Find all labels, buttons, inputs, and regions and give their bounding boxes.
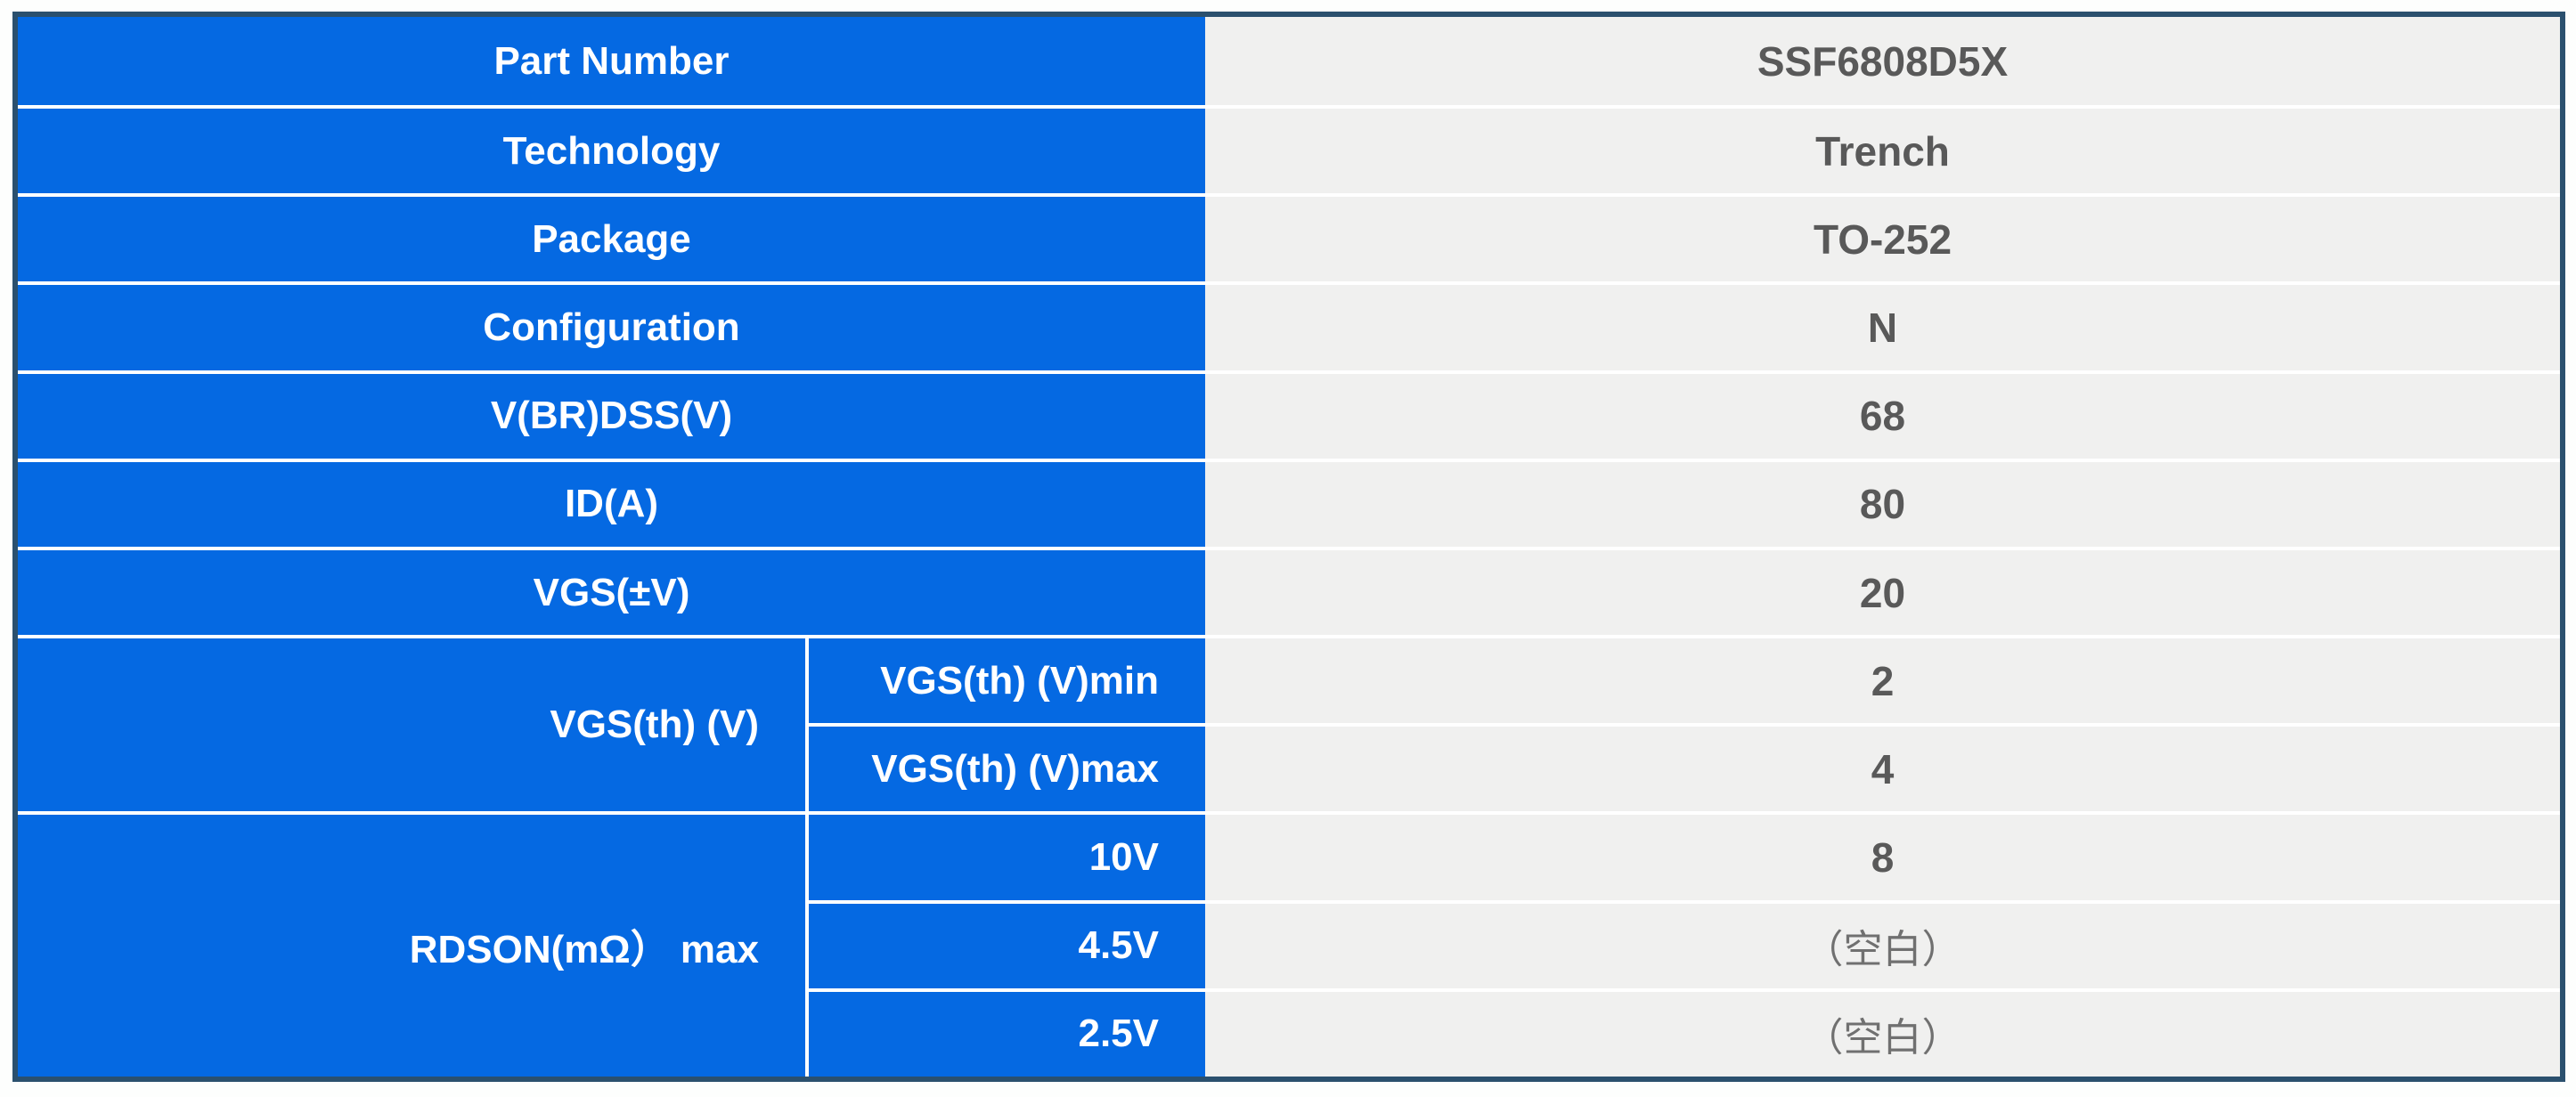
row-label-package: Package xyxy=(18,193,1205,282)
row-label-vbrdss: V(BR)DSS(V) xyxy=(18,370,1205,459)
sub-label-vgsth-max: VGS(th) (V)max xyxy=(805,723,1205,812)
value-configuration: N xyxy=(1205,281,2560,370)
value-vgs: 20 xyxy=(1205,546,2560,636)
value-vgsth-min: 2 xyxy=(1205,635,2560,724)
row-label-configuration: Configuration xyxy=(18,281,1205,370)
value-rdson-4v5: （空白） xyxy=(1205,899,2560,988)
group-label-vgsth: VGS(th) (V) xyxy=(18,635,805,812)
group-label-rdson: RDSON(mΩ） max xyxy=(18,811,805,1077)
value-part-number: SSF6808D5X xyxy=(1205,17,2560,106)
sub-label-vgsth-min: VGS(th) (V)min xyxy=(805,635,1205,724)
value-technology: Trench xyxy=(1205,105,2560,194)
value-id: 80 xyxy=(1205,458,2560,547)
value-rdson-10v: 8 xyxy=(1205,811,2560,900)
sub-label-rdson-10v: 10V xyxy=(805,811,1205,900)
row-label-technology: Technology xyxy=(18,105,1205,194)
row-label-part-number: Part Number xyxy=(18,17,1205,106)
row-label-id: ID(A) xyxy=(18,458,1205,547)
value-vbrdss: 68 xyxy=(1205,370,2560,459)
row-label-vgs: VGS(±V) xyxy=(18,546,1205,636)
value-vgsth-max: 4 xyxy=(1205,723,2560,812)
value-rdson-2v5: （空白） xyxy=(1205,987,2560,1077)
sub-label-rdson-4v5: 4.5V xyxy=(805,899,1205,988)
sub-label-rdson-2v5: 2.5V xyxy=(805,987,1205,1077)
spec-table: Part Number SSF6808D5X Technology Trench… xyxy=(12,12,2565,1082)
value-package: TO-252 xyxy=(1205,193,2560,282)
